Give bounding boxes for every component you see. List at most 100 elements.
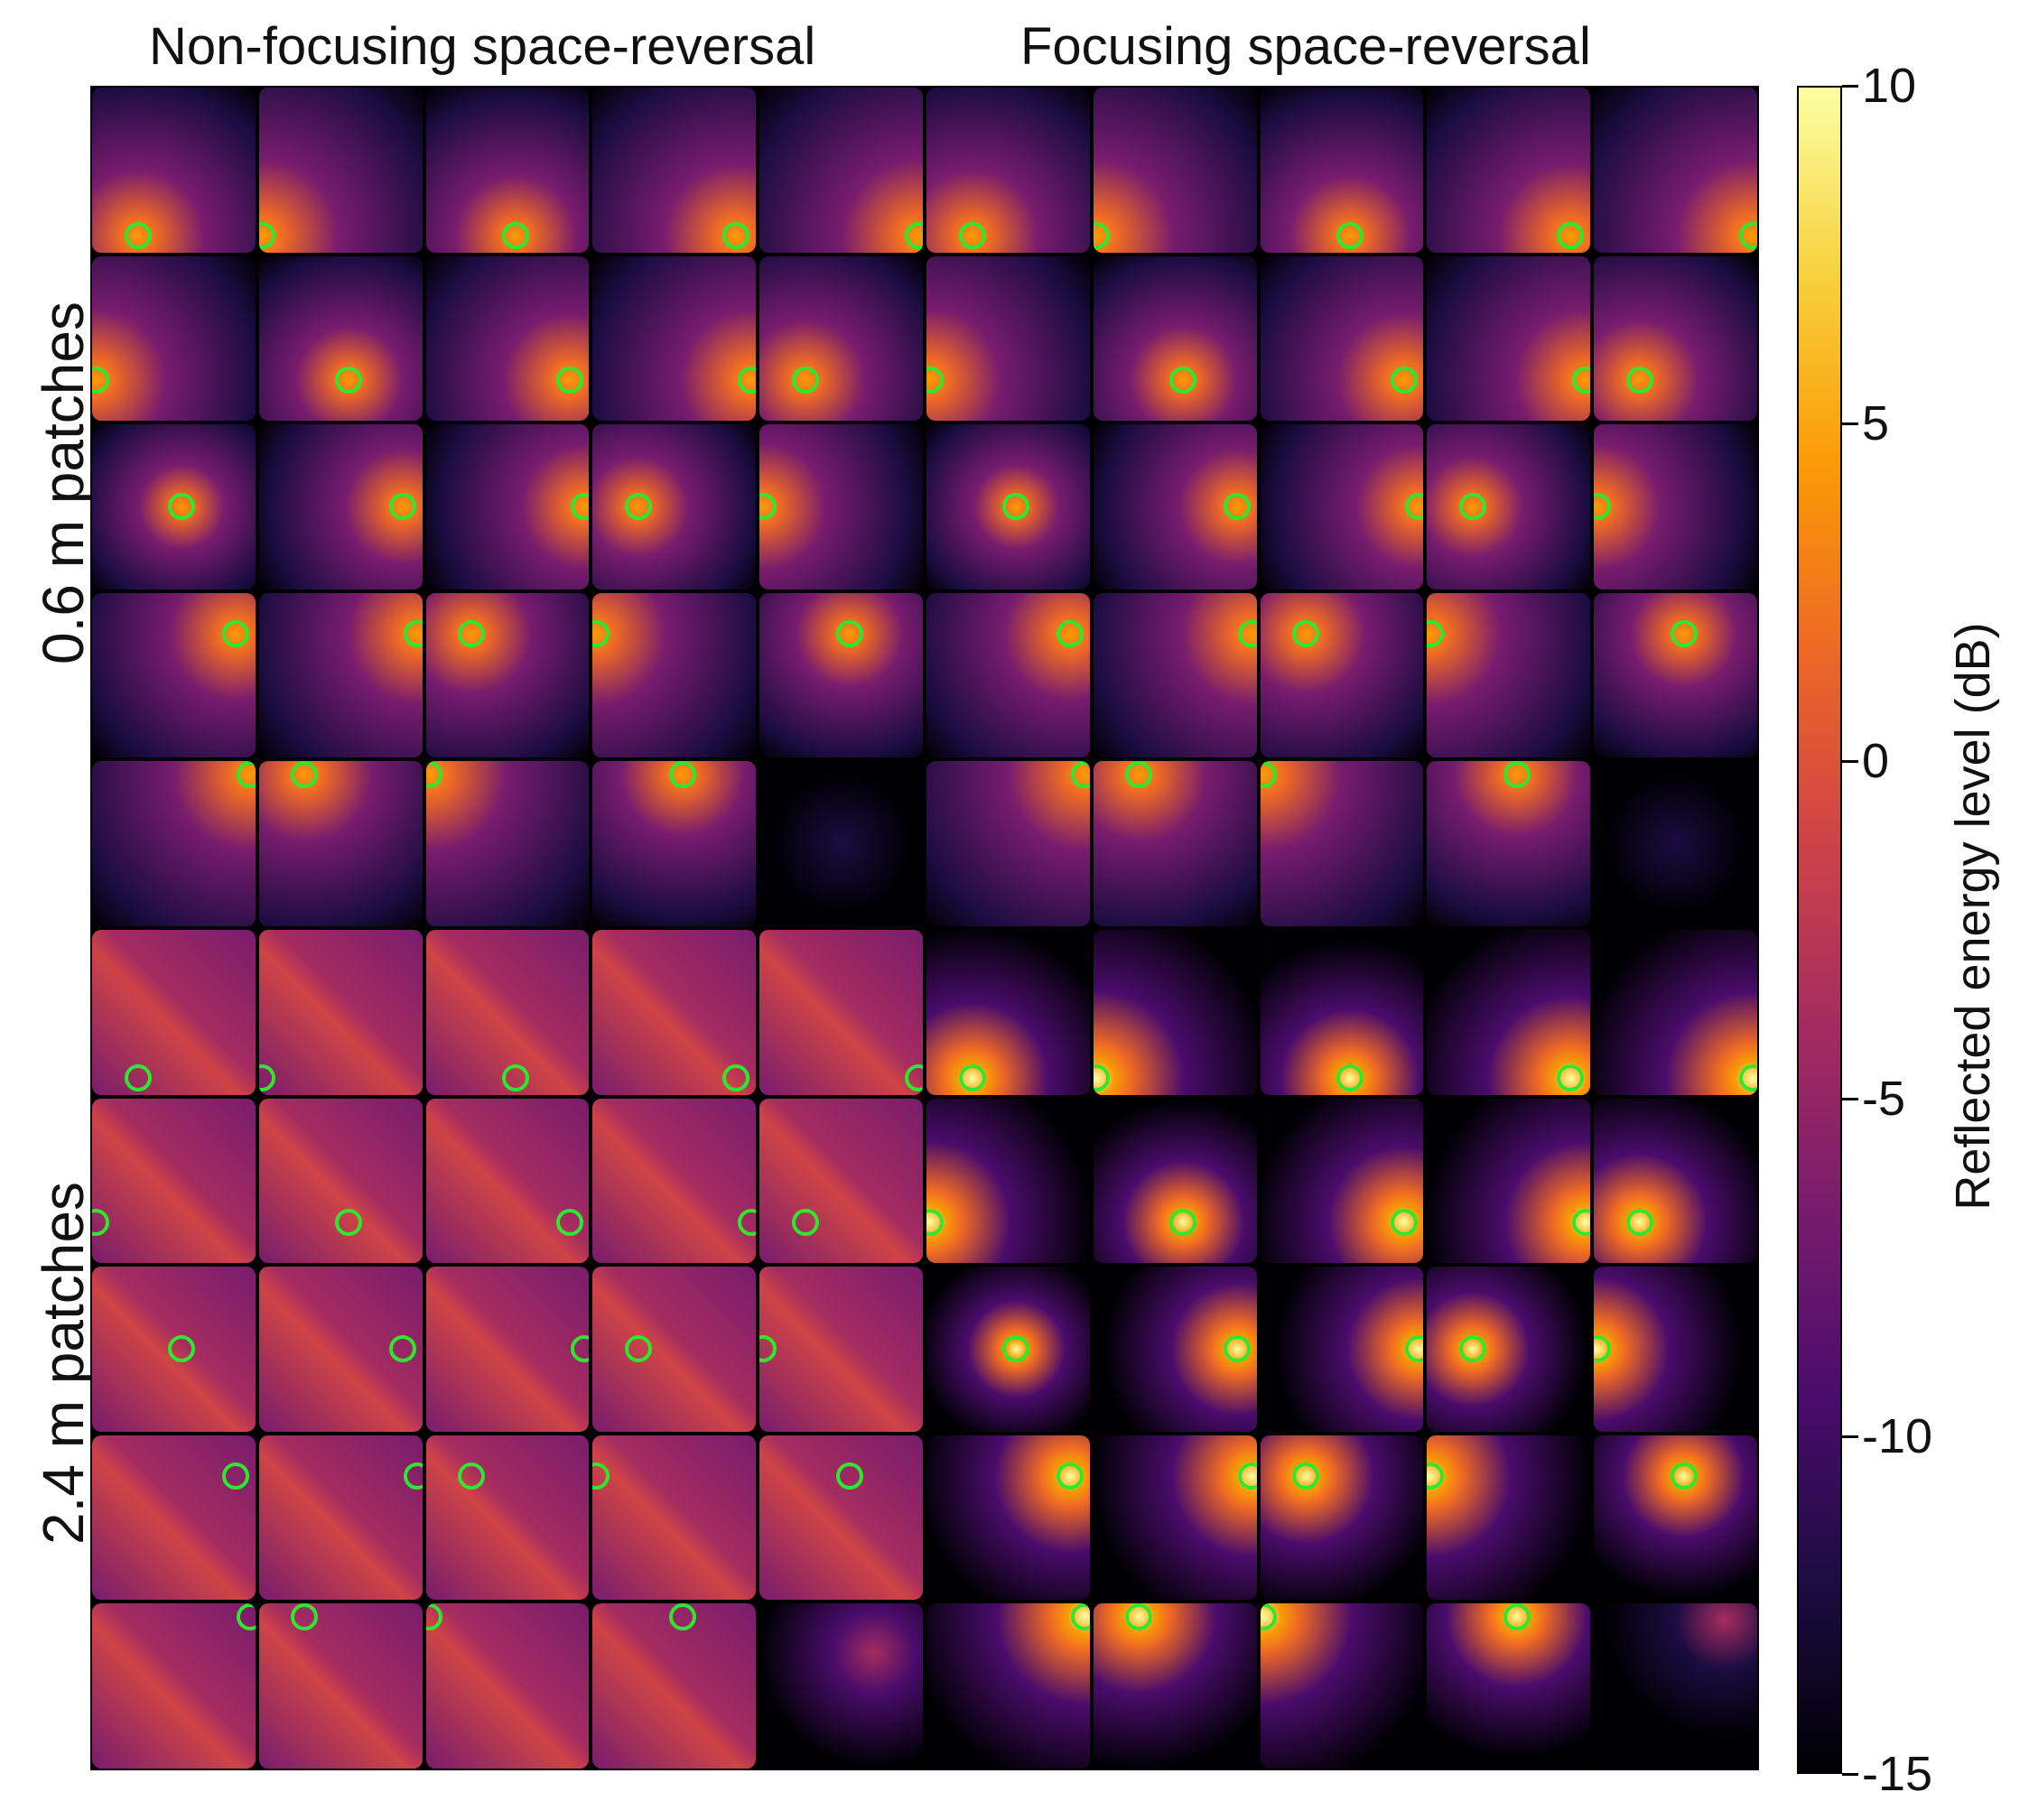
source-marker — [425, 761, 443, 788]
heatmap-tile — [1427, 1435, 1591, 1601]
source-marker — [1125, 761, 1153, 788]
source-marker — [291, 761, 319, 788]
source-marker — [1670, 620, 1698, 648]
heatmap-tile — [592, 1267, 757, 1432]
heatmap-tile — [1427, 1267, 1591, 1432]
source-marker — [625, 493, 652, 521]
source-marker — [555, 1208, 583, 1236]
source-marker — [759, 493, 777, 521]
heatmap-tile — [759, 1435, 923, 1601]
heatmap-tile — [1093, 592, 1257, 758]
source-marker — [502, 1064, 530, 1092]
heatmap-tile — [258, 88, 423, 253]
source-marker — [92, 366, 109, 394]
colorbar-tick-label: 10 — [1862, 59, 1917, 113]
heatmap-tile — [92, 1267, 256, 1432]
colorbar — [1797, 86, 1842, 1774]
heatmap-tile — [926, 592, 1090, 758]
heatmap-tile — [592, 592, 757, 758]
source-marker — [592, 1462, 610, 1490]
source-marker — [1459, 493, 1486, 521]
title-non-focusing: Non-focusing space-reversal — [149, 17, 816, 76]
source-marker — [1670, 1462, 1698, 1490]
source-marker — [1594, 1335, 1611, 1363]
source-marker — [1738, 222, 1757, 250]
source-marker — [570, 493, 590, 521]
source-marker — [1093, 1064, 1111, 1092]
heatmap-tile — [592, 1603, 757, 1769]
heatmap-tile — [258, 1267, 423, 1432]
source-marker — [570, 1335, 590, 1363]
heatmap-tile — [759, 930, 923, 1095]
heatmap-tile — [1427, 1098, 1591, 1264]
source-marker — [502, 222, 530, 250]
source-marker — [237, 1603, 256, 1630]
source-marker — [1292, 620, 1320, 648]
source-marker — [791, 366, 819, 394]
source-marker — [904, 222, 923, 250]
heatmap-tile — [759, 88, 923, 253]
source-marker — [1625, 366, 1653, 394]
source-marker — [388, 493, 416, 521]
heatmap-tile — [759, 1267, 923, 1432]
source-marker — [1169, 366, 1197, 394]
colorbar-tick — [1842, 85, 1858, 88]
heatmap-tile — [425, 1098, 590, 1264]
heatmap-tile — [926, 1098, 1090, 1264]
heatmap-tile — [1093, 761, 1257, 926]
heatmap-tile — [425, 255, 590, 422]
source-marker — [1336, 222, 1364, 250]
source-marker — [1260, 761, 1278, 788]
heatmap-tile — [926, 761, 1090, 926]
source-marker — [791, 1208, 819, 1236]
source-marker — [1125, 1603, 1153, 1630]
heatmap-tile — [1093, 424, 1257, 590]
heatmap-tile — [1260, 424, 1424, 590]
source-marker — [92, 1208, 109, 1236]
heatmap-tile — [425, 1267, 590, 1432]
heatmap-tile — [425, 930, 590, 1095]
heatmap-tile — [1427, 1603, 1591, 1769]
colorbar-tick — [1842, 1773, 1858, 1776]
heatmap-tile — [1260, 88, 1424, 253]
source-marker — [1002, 1335, 1030, 1363]
heatmap-tile — [1260, 1435, 1424, 1601]
heatmap-tile — [1260, 592, 1424, 758]
heatmap-tile — [592, 761, 757, 926]
heatmap-tile — [92, 1098, 256, 1264]
source-marker — [759, 1335, 777, 1363]
source-marker — [1503, 1603, 1531, 1630]
source-marker — [1427, 620, 1444, 648]
heatmap-tile — [425, 761, 590, 926]
source-marker — [1390, 1208, 1418, 1236]
colorbar-tick — [1842, 1435, 1858, 1438]
heatmap-tile — [258, 424, 423, 590]
heatmap-tile — [1093, 1435, 1257, 1601]
heatmap-tile — [1093, 1603, 1257, 1769]
source-marker — [1390, 366, 1418, 394]
source-marker — [722, 222, 750, 250]
source-marker — [737, 1208, 757, 1236]
heatmap-tile — [1427, 88, 1591, 253]
source-marker — [1260, 1603, 1278, 1630]
source-marker — [1238, 1462, 1257, 1490]
heatmap-tile — [1093, 930, 1257, 1095]
heatmap-tile — [258, 1603, 423, 1769]
heatmap-tile — [1260, 255, 1424, 422]
heatmap-grid — [90, 86, 1759, 1770]
colorbar-tick-label: -10 — [1862, 1409, 1933, 1463]
source-marker — [388, 1335, 416, 1363]
heatmap-tile — [592, 930, 757, 1095]
source-marker — [237, 761, 256, 788]
heatmap-tile — [1260, 761, 1424, 926]
source-marker — [737, 366, 757, 394]
title-focusing: Focusing space-reversal — [1020, 17, 1591, 76]
source-marker — [335, 366, 363, 394]
source-marker — [404, 620, 423, 648]
source-marker — [425, 1603, 443, 1630]
source-marker — [1594, 493, 1611, 521]
source-marker — [124, 222, 152, 250]
source-marker — [168, 493, 196, 521]
heatmap-tile — [1093, 1098, 1257, 1264]
heatmap-tile — [1093, 88, 1257, 253]
